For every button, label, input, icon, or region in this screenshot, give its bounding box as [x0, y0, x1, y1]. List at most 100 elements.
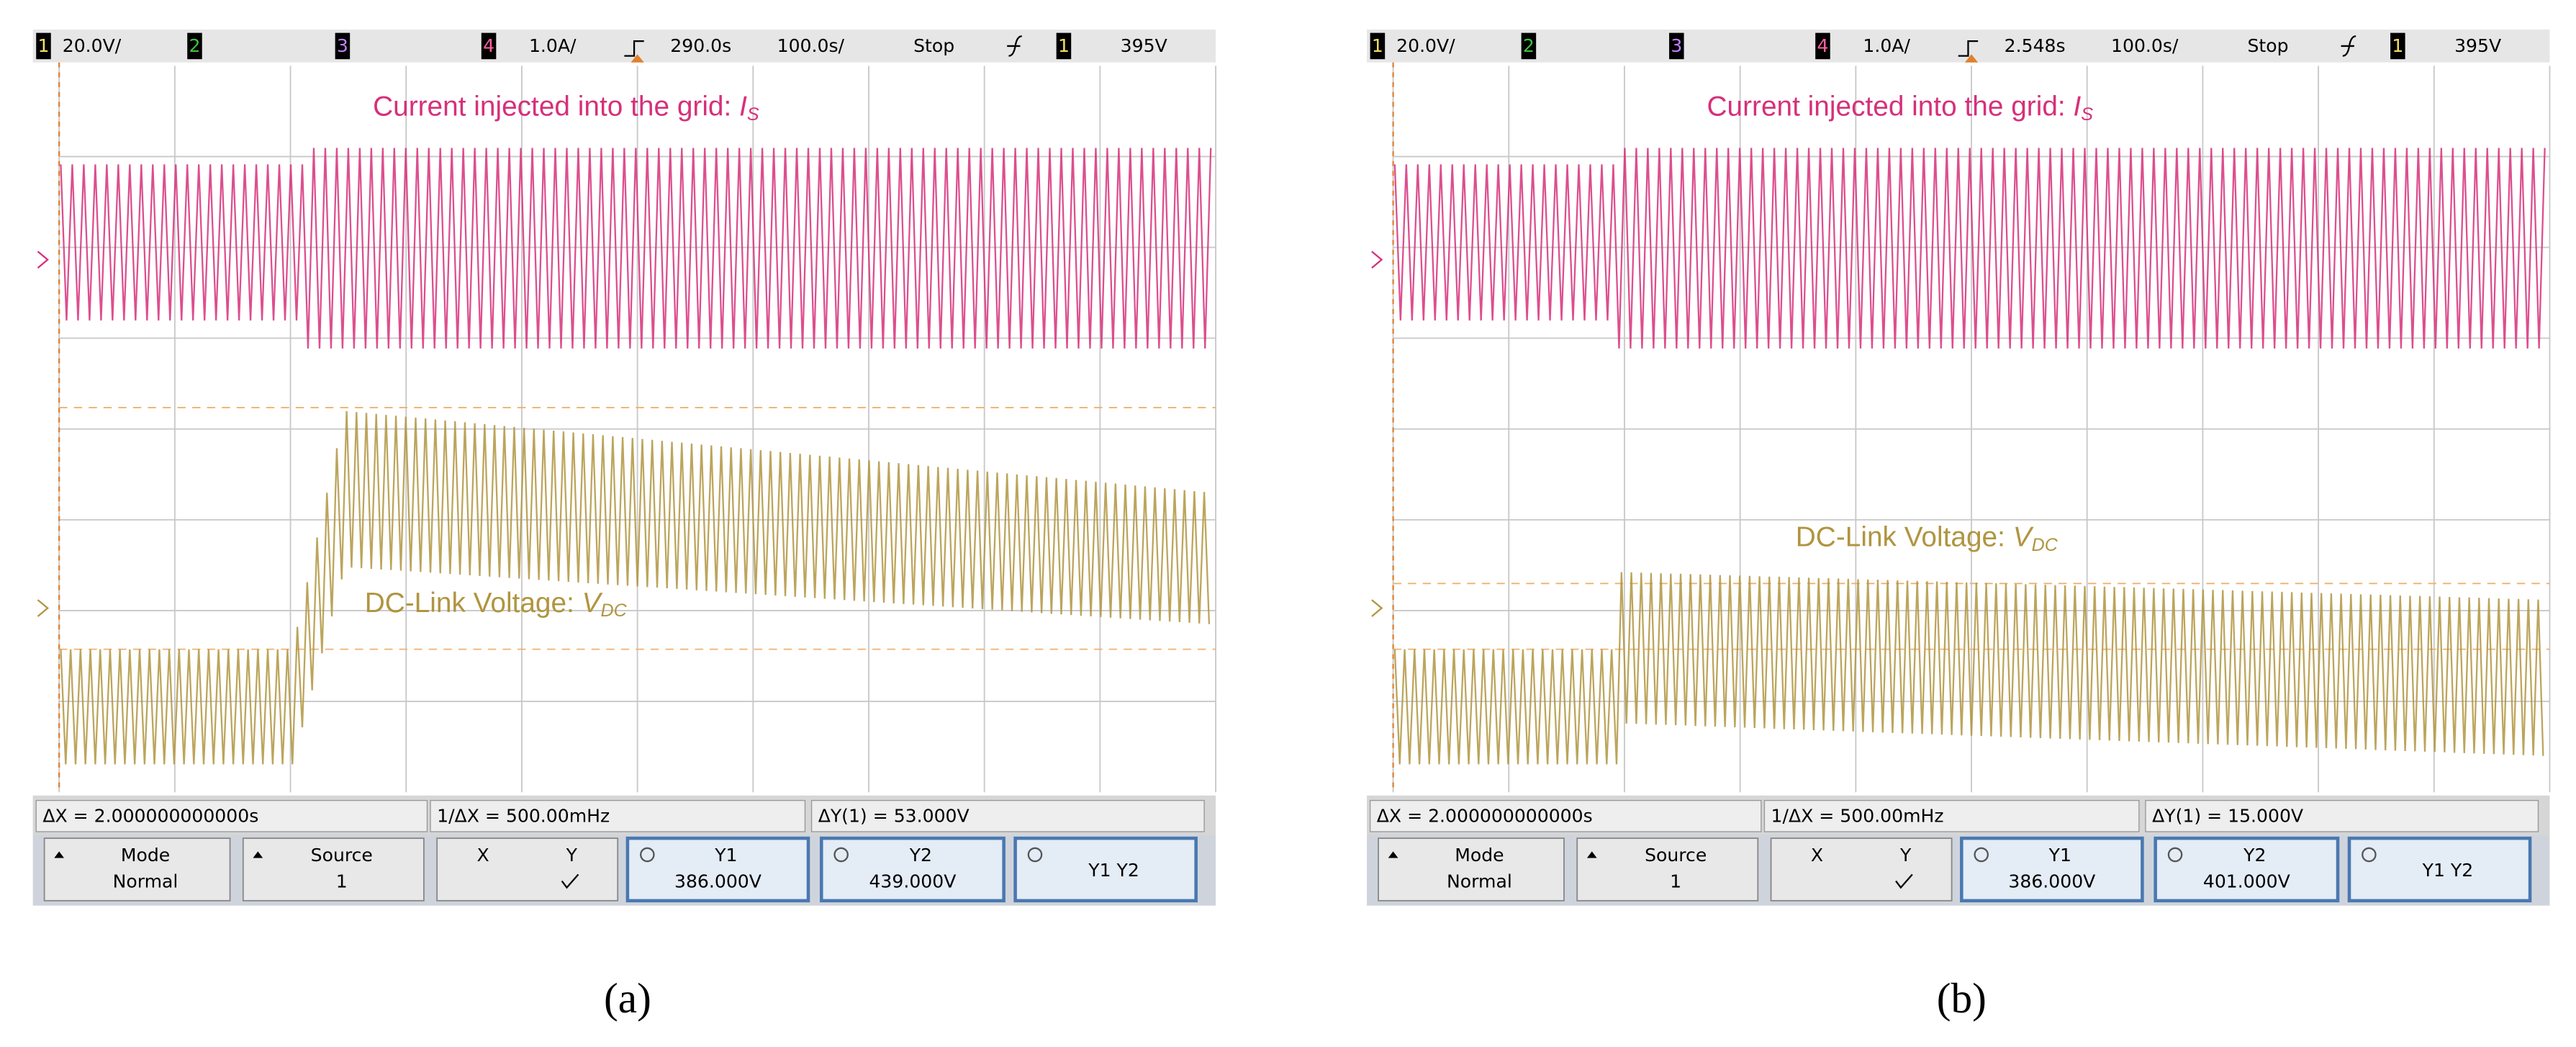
measure-field [35, 799, 428, 832]
timebase: 100.0s/ [2111, 35, 2179, 56]
current-annotation: Current injected into the grid: IS [373, 91, 759, 125]
rotate-icon [640, 847, 655, 863]
softkey-value: 1 [336, 871, 348, 892]
measurement: ΔY(1) = 53.000V [818, 805, 970, 826]
current-waveform [60, 148, 1212, 349]
channel-1-indicator-box [1370, 32, 1386, 60]
measure-field [810, 799, 1205, 832]
softkey-label: Mode [1455, 845, 1504, 866]
run-state: Stop [2247, 35, 2288, 56]
slope-icon [2341, 35, 2356, 57]
softkey-label: Y2 [2243, 845, 2266, 866]
annotation-subscript: DC [2032, 534, 2058, 554]
softkey[interactable] [1013, 836, 1198, 903]
softkey-value: 1 [1670, 871, 1681, 892]
scope-panel: 1 20.0V/2 3 4 1.0A/2.548s 100.0s/Stop 1 395V Cur… [1367, 30, 2551, 1022]
softkey-arrow [253, 851, 263, 858]
softkey-label: Source [1645, 845, 1707, 866]
trigger-source: 1 [1058, 35, 1070, 56]
softkey-value: Y [566, 845, 578, 866]
annotation-text: Current injected into the grid: [1707, 91, 2074, 122]
softkey[interactable] [2347, 836, 2532, 903]
softkey-value: 401.000V [2203, 871, 2290, 892]
trigger-level: 395V [1121, 35, 1167, 56]
channel-3-indicator-box [1669, 32, 1684, 60]
softkey[interactable] [1576, 837, 1759, 902]
softkey-label: Y1 Y2 [2422, 860, 2474, 881]
trigger-source-box [2390, 32, 2405, 60]
softkey[interactable] [242, 837, 425, 902]
rotate-icon [2167, 847, 2183, 863]
rotate-icon [1974, 847, 1989, 863]
annotation-text: Current injected into the grid: [373, 91, 739, 122]
channel-3-indicator: 3 [1671, 35, 1682, 56]
delay: 290.0s [670, 35, 731, 56]
annotation-subscript: DC [601, 601, 628, 621]
softkey[interactable] [1770, 837, 1953, 902]
annotation-text: DC-Link Voltage: [1796, 522, 2013, 553]
softkey-value: Y [1899, 845, 1912, 866]
softkey-label: Y1 [2048, 845, 2071, 866]
annotation-symbol: V [582, 588, 603, 619]
channel-4-indicator: 4 [1817, 35, 1828, 56]
softkey-label: Y2 [909, 845, 932, 866]
softkey-label: Mode [121, 845, 170, 866]
trigger-source: 1 [2392, 35, 2403, 56]
trigger-source-box [1056, 32, 1072, 60]
rotate-icon [1027, 847, 1043, 863]
annotation-symbol: I [2073, 91, 2081, 122]
trigger-icon [624, 40, 644, 57]
softkey-label: Y1 [714, 845, 737, 866]
trigger-level: 395V [2454, 35, 2501, 56]
measurement: 1/ΔX = 500.00mHz [1771, 805, 1944, 826]
measurement: ΔX = 2.000000000000s [1377, 805, 1593, 826]
softkey[interactable] [43, 837, 231, 902]
softkey[interactable] [1378, 837, 1565, 902]
channel-2-indicator: 2 [189, 35, 200, 56]
softkey[interactable] [2154, 836, 2340, 903]
softkey-label: X [1811, 845, 1823, 866]
channel-2-indicator-box [1521, 32, 1537, 60]
run-state: Stop [913, 35, 954, 56]
measure-field [1763, 799, 2140, 832]
current-annotation: Current injected into the grid: IS [1707, 91, 2094, 125]
rotate-icon [833, 847, 849, 863]
softkey-value: 386.000V [674, 871, 761, 892]
channel-3-indicator: 3 [337, 35, 348, 56]
measure-field [430, 799, 806, 832]
channel-1-ground [37, 599, 49, 617]
softkey[interactable] [1960, 836, 2144, 903]
softkey-value: 386.000V [2008, 871, 2095, 892]
annotation-subscript: S [747, 104, 759, 124]
channel-1-ground [1371, 599, 1383, 617]
channel-3-indicator-box [335, 32, 351, 60]
softkey[interactable] [819, 836, 1005, 903]
softkey-arrow [1388, 851, 1398, 858]
delay: 2.548s [2005, 35, 2066, 56]
status-bar [1367, 30, 2550, 63]
timebase: 100.0s/ [777, 35, 845, 56]
trigger-icon [1958, 40, 1979, 57]
measurement: 1/ΔX = 500.00mHz [437, 805, 610, 826]
channel-1-indicator: 1 [1372, 35, 1383, 56]
voltage-waveform [60, 410, 1211, 765]
current-waveform [1393, 148, 2546, 349]
annotation-subscript: S [2081, 104, 2093, 124]
softkey-value: Normal [113, 871, 178, 892]
softkey-label: Y1 Y2 [1088, 860, 1139, 881]
softkey[interactable] [436, 837, 619, 902]
channel-2-indicator: 2 [1523, 35, 1535, 56]
status-bar [32, 30, 1216, 63]
measurement: ΔX = 2.000000000000s [42, 805, 258, 826]
annotation-symbol: V [2013, 522, 2034, 553]
softkey[interactable] [625, 836, 810, 903]
softkey-arrow [1586, 851, 1597, 858]
caption: (a) [604, 974, 651, 1022]
channel-4-indicator: 4 [483, 35, 494, 56]
rotate-icon [2362, 847, 2377, 863]
channel-2-indicator-box [187, 32, 202, 60]
measure-field [2145, 799, 2539, 832]
trigger-marker [631, 54, 644, 63]
softkey-value: 439.000V [869, 871, 956, 892]
measure-field [1369, 799, 1762, 832]
